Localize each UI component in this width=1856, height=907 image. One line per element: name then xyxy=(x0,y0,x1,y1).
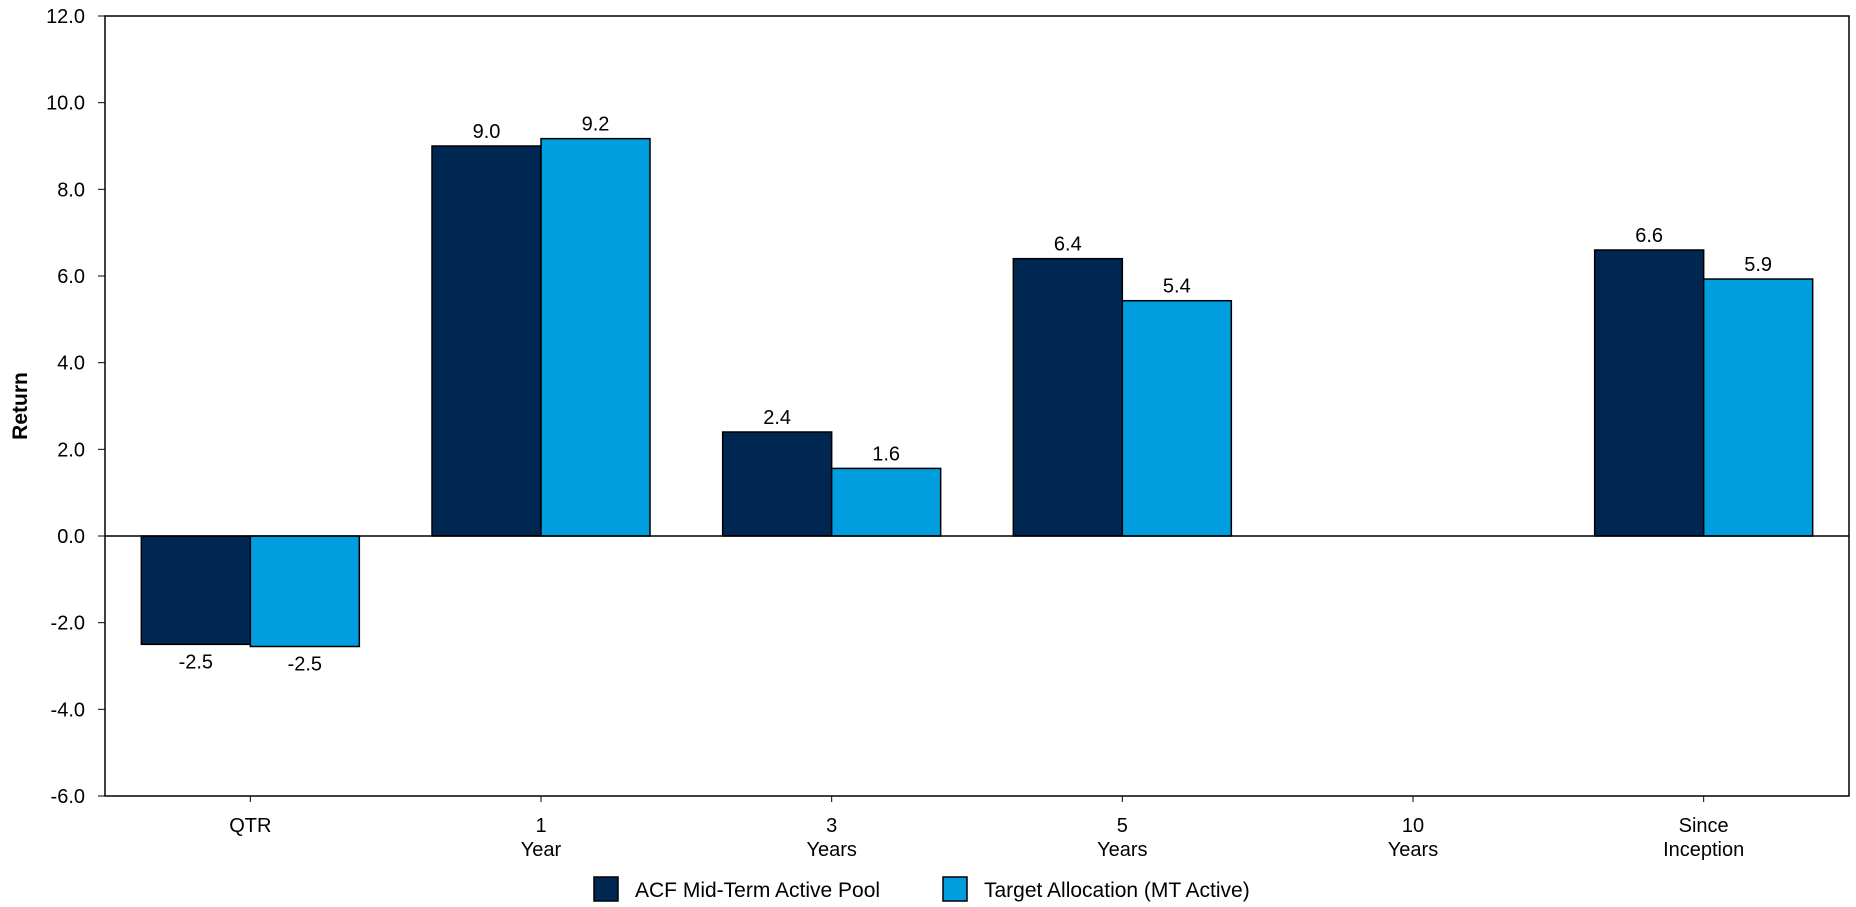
data-label: 9.0 xyxy=(473,121,501,143)
data-labels: -2.5 9.0 2.4 6.4 6.6 -2.5 9.2 1.6 5.4 5.9 xyxy=(179,114,1772,676)
data-label: 6.6 xyxy=(1635,225,1663,247)
bar-target-5 xyxy=(1702,278,1814,537)
x-tick-label: 3 Years xyxy=(806,815,856,861)
bar-target-2 xyxy=(830,467,942,537)
plot-area xyxy=(104,15,1850,797)
y-tick-label: 8.0 xyxy=(57,179,85,201)
bar-pool-3 xyxy=(1012,257,1124,537)
bar-pool-5 xyxy=(1593,249,1705,537)
y-axis-ticks: -6.0 -4.0 -2.0 0.0 2.0 4.0 6.0 8.0 10.0 12.0 xyxy=(46,6,105,808)
x-tick-label: 1 Year xyxy=(521,815,562,861)
bar-pool-0 xyxy=(140,535,252,646)
data-label: 5.9 xyxy=(1744,254,1772,276)
data-label: -2.5 xyxy=(179,651,213,673)
y-tick-label: 6.0 xyxy=(57,266,85,288)
x-tick-label: QTR xyxy=(229,815,271,837)
x-tick-label: Since Inception xyxy=(1663,815,1744,861)
x-tick-label: 5 Years xyxy=(1097,815,1147,861)
y-tick-label: 12.0 xyxy=(46,6,85,28)
y-axis-title: Return xyxy=(9,372,32,440)
y-tick-label: -2.0 xyxy=(51,613,85,635)
legend: ACF Mid-Term Active Pool Target Allocatio… xyxy=(593,876,1250,902)
y-tick-label: 4.0 xyxy=(57,353,85,375)
data-label: 2.4 xyxy=(763,407,791,429)
data-label: 9.2 xyxy=(582,114,610,136)
bar-pool-1 xyxy=(431,145,542,537)
bar-pool-2 xyxy=(721,431,833,537)
legend-swatch-target xyxy=(942,876,968,902)
data-label: 6.4 xyxy=(1054,234,1082,256)
y-tick-label: -6.0 xyxy=(51,786,85,808)
legend-label-pool: ACF Mid-Term Active Pool xyxy=(635,879,880,902)
x-tick-label: 10 Years xyxy=(1388,815,1438,861)
data-label: 1.6 xyxy=(872,443,900,465)
legend-label-target: Target Allocation (MT Active) xyxy=(984,879,1250,902)
bar-target-0 xyxy=(249,535,361,648)
data-label: -2.5 xyxy=(288,654,322,676)
legend-swatch-pool xyxy=(593,876,619,902)
bar-target-1 xyxy=(540,137,651,537)
y-tick-label: -4.0 xyxy=(51,699,85,721)
y-tick-label: 10.0 xyxy=(46,93,85,115)
x-axis-ticks: QTR 1 Year 3 Years 5 Years 10 Years Since Inceptio… xyxy=(229,796,1744,861)
data-label: 5.4 xyxy=(1163,276,1191,298)
y-tick-label: 2.0 xyxy=(57,439,85,461)
y-tick-label: 0.0 xyxy=(57,526,85,548)
bar-target-3 xyxy=(1121,299,1233,537)
bars xyxy=(140,137,1814,648)
